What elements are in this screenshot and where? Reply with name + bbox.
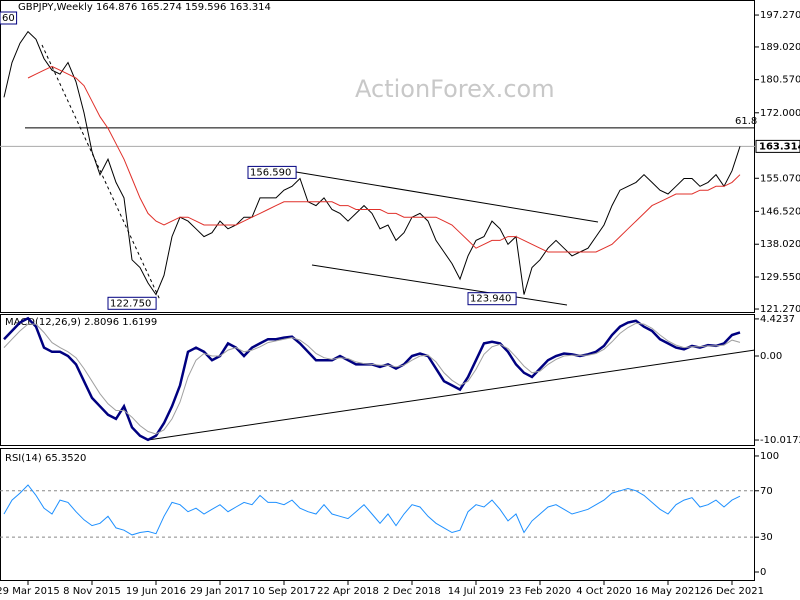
- price-panel: [0, 0, 755, 313]
- annotation: 122.750: [110, 298, 151, 309]
- watermark: ActionForex.com: [355, 75, 555, 103]
- annotation-box: [247, 165, 297, 179]
- chart-title: GBPJPY,Weekly 164.876 165.274 159.596 16…: [18, 2, 271, 13]
- y-tick-label: 146.520: [760, 206, 800, 217]
- x-tick-label: 26 Dec 2021: [700, 586, 764, 597]
- price-box: [755, 139, 800, 153]
- series-line: [3, 484, 741, 536]
- y-tick-label: 129.550: [760, 272, 800, 283]
- x-tick-label: 23 Feb 2020: [509, 586, 571, 597]
- annotation-box: [107, 296, 157, 310]
- rsi-title: RSI(14) 65.3520: [5, 453, 86, 464]
- y-tick-label: 172.000: [760, 108, 800, 119]
- y-tick-label: 138.020: [760, 239, 800, 250]
- y-tick-label: 0.00: [760, 351, 782, 362]
- annotation: 156.590: [250, 167, 291, 178]
- rsi-panel: [0, 448, 755, 581]
- annotation: 60: [2, 13, 15, 24]
- y-tick-label: 70: [760, 486, 773, 497]
- y-tick-label: 197.270: [760, 10, 800, 21]
- fib-label: 61.8: [735, 116, 757, 127]
- y-tick-label: 155.070: [760, 173, 800, 184]
- price-label: 163.314: [759, 141, 800, 152]
- x-tick-label: 22 Apr 2018: [317, 586, 379, 597]
- x-tick-label: 29 Jan 2017: [190, 586, 250, 597]
- annotation: 123.940: [470, 294, 511, 305]
- trend-line: [289, 170, 599, 223]
- trend-line: [311, 264, 568, 306]
- y-tick-label: 4.4237: [760, 314, 795, 325]
- series-line: [3, 322, 741, 435]
- y-tick-label: 121.270: [760, 304, 800, 315]
- series-line: [27, 65, 741, 253]
- x-tick-label: 2 Dec 2018: [383, 586, 441, 597]
- x-tick-label: 8 Nov 2015: [63, 586, 121, 597]
- annotation-box: [0, 11, 18, 25]
- x-tick-label: 14 Jul 2019: [448, 586, 505, 597]
- x-tick-label: 16 May 2021: [635, 586, 700, 597]
- annotation-box: [467, 292, 517, 306]
- trend-line: [147, 349, 756, 441]
- series-line: [3, 30, 741, 296]
- macd-title: MACD(12,26,9) 2.8096 1.6199: [5, 317, 157, 328]
- x-tick-label: 4 Oct 2020: [576, 586, 631, 597]
- y-tick-label: 0: [760, 567, 766, 578]
- x-tick-label: 10 Sep 2017: [252, 586, 315, 597]
- y-tick-label: 100: [760, 451, 779, 462]
- y-tick-label: 189.020: [760, 42, 800, 53]
- x-tick-label: 19 Jun 2016: [126, 586, 186, 597]
- macd-panel: [0, 314, 755, 446]
- y-tick-label: 30: [760, 532, 773, 543]
- y-tick-label: 180.570: [760, 75, 800, 86]
- x-tick-label: 29 Mar 2015: [0, 586, 60, 597]
